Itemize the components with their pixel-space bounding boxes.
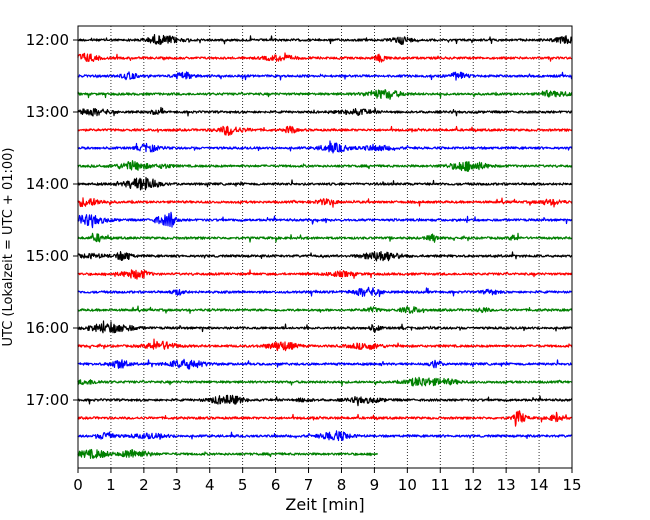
- seismogram-trace: [77, 176, 573, 191]
- x-tick-label: 10: [398, 476, 417, 494]
- y-tick-label: 16:00: [26, 319, 69, 337]
- seismogram-trace: [77, 320, 573, 334]
- seismogram-trace: [77, 269, 573, 280]
- x-tick-label: 4: [205, 476, 215, 494]
- seismogram-trace: [77, 358, 573, 370]
- seismogram-trace: [77, 71, 573, 81]
- seismogram-trace: [77, 410, 573, 427]
- x-axis-label: Zeit [min]: [285, 495, 364, 514]
- x-tick-label: 7: [304, 476, 314, 494]
- seismogram-trace: [77, 394, 573, 407]
- x-tick-label: 11: [431, 476, 450, 494]
- seismogram-trace: [77, 286, 573, 298]
- y-tick-label: 17:00: [26, 391, 69, 409]
- seismogram-trace: [77, 197, 573, 208]
- seismogram-trace: [77, 376, 573, 387]
- y-axis: 12:00 13:00 14:00 15:00 16:00 17:00: [26, 31, 78, 409]
- y-tick-label: 15:00: [26, 247, 69, 265]
- seismogram-trace: [77, 140, 573, 154]
- x-tick-label: 3: [172, 476, 182, 494]
- x-tick-label: 0: [73, 476, 83, 494]
- plot-frame: [77, 25, 573, 469]
- seismogram-trace: [77, 211, 573, 229]
- seismogram-trace: [77, 160, 573, 172]
- x-tick-label: 15: [562, 476, 581, 494]
- seismogram-trace: [77, 125, 573, 136]
- seismogram-trace: [77, 430, 573, 442]
- y-tick-label: 12:00: [26, 31, 69, 49]
- x-tick-label: 12: [464, 476, 483, 494]
- seismogram-trace: [77, 232, 573, 243]
- x-tick-label: 1: [106, 476, 116, 494]
- y-tick-label: 13:00: [26, 103, 69, 121]
- y-axis-label: UTC (Lokalzeit = UTC + 01:00): [1, 148, 16, 347]
- x-tick-label: 5: [238, 476, 248, 494]
- x-axis: 0 1 2 3 4 5 6 7 8 9 10 11 12 13 14 15: [73, 468, 582, 494]
- x-tick-label: 13: [497, 476, 516, 494]
- grid-layer: [110, 26, 540, 468]
- trace-layer: [77, 34, 573, 459]
- seismogram-trace: [77, 448, 379, 459]
- seismogram-trace: [77, 251, 573, 262]
- y-tick-label: 14:00: [26, 175, 69, 193]
- seismogram-trace: [77, 305, 573, 314]
- seismogram-trace: [77, 338, 573, 352]
- x-tick-label: 9: [370, 476, 380, 494]
- x-tick-label: 8: [337, 476, 347, 494]
- x-tick-label: 2: [139, 476, 149, 494]
- x-tick-label: 14: [530, 476, 549, 494]
- seismogram-trace: [77, 89, 573, 100]
- seismogram-trace: [77, 106, 573, 117]
- seismogram-trace: [77, 34, 573, 46]
- seismogram-trace: [77, 52, 573, 63]
- x-tick-label: 6: [271, 476, 281, 494]
